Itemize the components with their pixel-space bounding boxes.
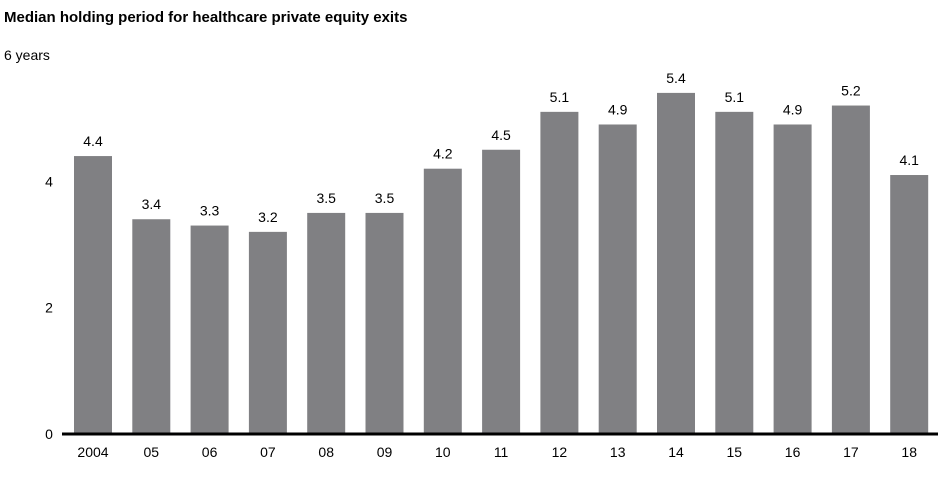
y-axis-top-label: 6 years [4, 47, 50, 63]
bar [540, 111, 579, 434]
data-label: 3.4 [142, 196, 162, 212]
bar [598, 124, 637, 434]
bar [890, 175, 929, 434]
x-tick-label: 2004 [77, 444, 108, 460]
y-tick-label: 0 [45, 426, 53, 442]
x-tick-label: 15 [727, 444, 743, 460]
x-tick-label: 08 [318, 444, 334, 460]
data-label: 3.3 [200, 203, 220, 219]
x-tick-label: 12 [552, 444, 568, 460]
bar [657, 92, 695, 435]
data-label: 5.4 [666, 70, 686, 86]
data-label: 5.1 [550, 89, 570, 105]
data-label: 4.9 [783, 101, 803, 117]
y-tick-label: 4 [45, 173, 53, 189]
x-tick-label: 05 [144, 444, 160, 460]
data-label: 4.1 [899, 152, 919, 168]
bar [482, 149, 521, 434]
data-label: 4.4 [83, 133, 103, 149]
x-tick-label: 14 [668, 444, 684, 460]
bar [423, 168, 462, 434]
x-tick-label: 11 [494, 444, 509, 460]
bar [715, 111, 754, 434]
data-label: 3.5 [316, 190, 336, 206]
x-tick-label: 07 [260, 444, 276, 460]
y-tick-label: 2 [45, 300, 53, 316]
data-label: 3.2 [258, 209, 278, 225]
x-tick-label: 06 [202, 444, 218, 460]
x-tick-label: 17 [843, 444, 859, 460]
bar [132, 219, 171, 434]
bar [365, 212, 404, 434]
data-label: 3.5 [375, 190, 395, 206]
bar [307, 212, 346, 434]
bar [831, 105, 870, 435]
data-label: 5.1 [725, 89, 745, 105]
x-tick-label: 16 [785, 444, 801, 460]
data-label: 5.2 [841, 83, 861, 99]
data-label: 4.9 [608, 101, 628, 117]
x-tick-label: 18 [901, 444, 917, 460]
data-label: 4.5 [491, 127, 511, 143]
bar [190, 225, 229, 434]
bar [248, 231, 287, 434]
x-tick-label: 09 [377, 444, 393, 460]
data-label: 4.2 [433, 146, 453, 162]
x-tick-label: 10 [435, 444, 451, 460]
bar [773, 124, 812, 434]
bar [74, 156, 112, 435]
x-tick-label: 13 [610, 444, 626, 460]
chart-title: Median holding period for healthcare pri… [4, 9, 408, 26]
